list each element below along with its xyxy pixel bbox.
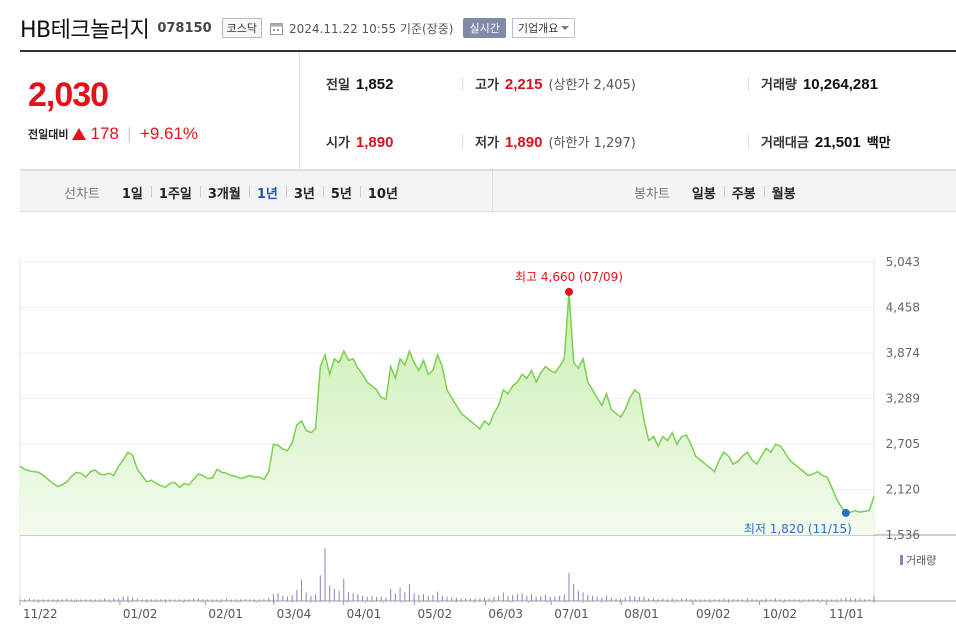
stock-name: HB테크놀러지	[20, 18, 150, 43]
price-chart-area: 5,043 4,458 3,874 3,289 2,705 2,120 1,536 11/22…	[0, 212, 956, 643]
volume-stat: 거래량 10,264,281	[761, 74, 878, 93]
change-value: 178	[90, 124, 119, 143]
x-tick-label: 01/02	[123, 607, 158, 621]
lower-limit: (하한가 1,297)	[548, 136, 636, 151]
x-tick-label: 07/01	[554, 607, 589, 621]
y-tick-label: 2,705	[886, 437, 920, 451]
tab-1w[interactable]: 1주일	[150, 183, 200, 202]
change-line: 전일대비 178 | +9.61%	[28, 124, 198, 144]
chevron-down-icon	[561, 26, 570, 30]
tab-monthly-candle[interactable]: 월봉	[763, 183, 804, 202]
stat-divider	[748, 77, 749, 91]
x-tick-label: 11/01	[829, 607, 864, 621]
x-tick-label: 03/04	[277, 607, 312, 621]
price-area: 2,030 전일대비 178 | +9.61%	[20, 52, 300, 170]
prev-close-stat: 전일 1,852	[326, 74, 393, 93]
upper-limit: (상한가 2,405)	[548, 78, 636, 93]
market-badge: 코스닥	[221, 18, 262, 38]
y-tick-label: 4,458	[886, 301, 920, 315]
title-divider	[20, 50, 956, 52]
y-tick-label: 1,536	[886, 528, 920, 542]
chart-period-tabbar: 선차트 1일 1주일 3개월 1년 3년 5년 10년 봉차트 일봉 주봉 월봉	[20, 170, 956, 213]
y-tick-label: 3,874	[886, 346, 920, 360]
low-stat: 저가 1,890 (하한가 1,297)	[475, 132, 636, 151]
x-tick-label: 11/22	[23, 607, 58, 621]
high-marker	[565, 287, 573, 296]
stat-divider	[462, 77, 463, 91]
high-stat: 고가 2,215 (상한가 2,405)	[475, 74, 636, 93]
up-arrow-icon	[72, 128, 87, 140]
x-tick-label: 10/02	[763, 607, 798, 621]
y-tick-label: 2,120	[886, 483, 920, 497]
tab-weekly-candle[interactable]: 주봉	[723, 183, 764, 202]
price-chart[interactable]: 5,043 4,458 3,874 3,289 2,705 2,120 1,536 11/22…	[0, 212, 956, 643]
volume-label: 거래량	[761, 78, 797, 93]
quote-panel: 2,030 전일대비 178 | +9.61% 전일 1,852 시가 1,89…	[20, 52, 956, 170]
tab-3m[interactable]: 3개월	[199, 183, 249, 202]
tab-5y[interactable]: 5년	[322, 183, 360, 202]
open-value: 1,890	[355, 134, 394, 151]
timestamp: 2024.11.22 10:55 기준(장중)	[289, 21, 454, 36]
y-tick-label: 5,043	[886, 255, 920, 269]
x-tick-label: 04/01	[347, 607, 382, 621]
candle-chart-tabs: 봉차트 일봉 주봉 월봉	[634, 171, 804, 213]
low-marker	[841, 508, 850, 517]
realtime-button[interactable]: 실시간	[463, 18, 506, 38]
volume-legend-swatch	[900, 555, 903, 565]
stock-header: HB테크놀러지 078150 코스닥 2024.11.22 10:55 기준(장…	[20, 10, 576, 46]
stat-divider	[748, 135, 749, 149]
x-tick-label: 05/02	[418, 607, 453, 621]
change-percent: +9.61%	[139, 124, 199, 143]
y-tick-label: 3,289	[886, 392, 920, 406]
tab-1y[interactable]: 1년	[248, 183, 286, 202]
x-tick-label: 02/01	[208, 607, 243, 621]
current-price: 2,030	[28, 76, 109, 114]
line-chart-label: 선차트	[64, 186, 100, 202]
separator: |	[126, 125, 132, 143]
price-area-fill	[20, 291, 874, 535]
trade-value-label: 거래대금	[761, 136, 809, 151]
stock-code: 078150	[157, 20, 212, 36]
tab-daily-candle[interactable]: 일봉	[691, 186, 716, 202]
volume-legend-label: 거래량	[906, 554, 936, 567]
x-tick-label: 08/01	[624, 607, 659, 621]
trade-value-unit: 백만	[866, 136, 891, 151]
tab-3y[interactable]: 3년	[285, 183, 323, 202]
prev-close-label: 전일	[326, 78, 350, 93]
x-tick-label: 06/03	[488, 607, 523, 621]
open-stat: 시가 1,890	[326, 132, 393, 151]
low-annotation: 최저 1,820 (11/15)	[744, 522, 852, 536]
tab-10y[interactable]: 10년	[359, 183, 406, 202]
change-label: 전일대비	[28, 128, 69, 141]
volume-value: 10,264,281	[802, 76, 878, 93]
low-value: 1,890	[504, 134, 543, 151]
high-annotation: 최고 4,660 (07/09)	[515, 270, 623, 284]
company-overview-dropdown[interactable]: 기업개요	[511, 18, 576, 38]
low-label: 저가	[475, 136, 499, 151]
calendar-icon	[270, 22, 283, 35]
tab-1d[interactable]: 1일	[121, 186, 143, 202]
prev-close-value: 1,852	[355, 76, 394, 93]
trade-value-stat: 거래대금 21,501 백만	[761, 132, 891, 151]
trade-value: 21,501	[814, 134, 861, 151]
high-value: 2,215	[504, 76, 543, 93]
price-line	[19, 291, 875, 514]
high-label: 고가	[475, 78, 499, 93]
stat-divider	[462, 135, 463, 149]
company-overview-label: 기업개요	[517, 22, 559, 35]
open-label: 시가	[326, 136, 350, 151]
tab-divider	[492, 171, 493, 213]
x-tick-label: 09/02	[696, 607, 731, 621]
candle-chart-label: 봉차트	[634, 186, 670, 202]
line-chart-tabs: 선차트 1일 1주일 3개월 1년 3년 5년 10년	[64, 171, 406, 213]
